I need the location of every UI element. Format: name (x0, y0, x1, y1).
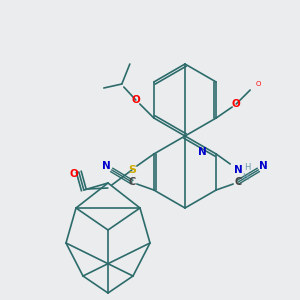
Text: N: N (259, 161, 268, 171)
Text: H: H (242, 173, 248, 182)
Text: C: C (235, 177, 242, 187)
Text: O: O (232, 99, 241, 109)
Text: O: O (69, 169, 78, 179)
Text: O: O (131, 95, 140, 105)
Text: O: O (256, 81, 261, 87)
Text: N: N (198, 147, 207, 157)
Text: N: N (102, 161, 111, 171)
Text: H: H (244, 164, 250, 172)
Text: S: S (128, 165, 136, 175)
Text: C: C (128, 177, 135, 187)
Text: N: N (234, 165, 243, 175)
